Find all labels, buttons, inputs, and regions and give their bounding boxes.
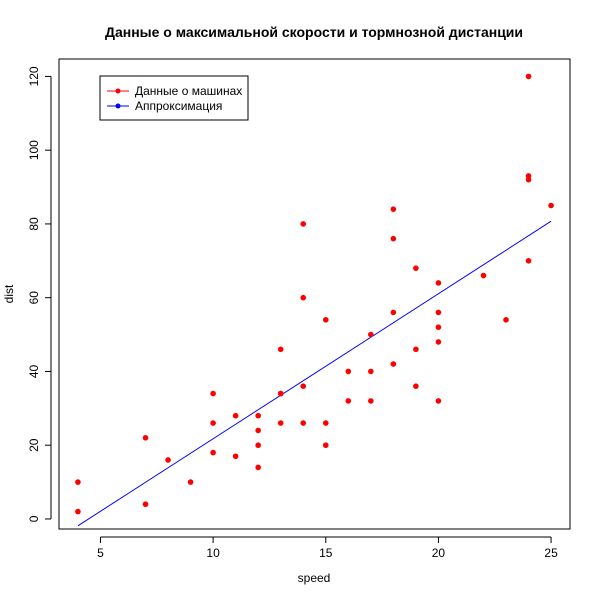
data-point xyxy=(345,398,352,404)
data-point xyxy=(210,449,216,456)
plot-frame xyxy=(58,58,571,530)
y-axis-label: dist xyxy=(2,284,16,303)
data-point xyxy=(525,258,532,264)
data-point xyxy=(390,235,397,242)
data-point xyxy=(435,339,442,345)
x-tick-label: 20 xyxy=(432,546,446,560)
data-point xyxy=(210,420,216,426)
data-point xyxy=(300,420,307,426)
x-tick-label: 25 xyxy=(544,546,558,560)
data-point xyxy=(142,501,149,508)
data-point xyxy=(232,412,239,419)
data-point xyxy=(232,453,239,460)
data-point xyxy=(368,398,374,404)
x-axis-label: speed xyxy=(298,571,331,585)
data-point xyxy=(368,368,374,375)
x-tick-label: 15 xyxy=(319,546,333,560)
data-point xyxy=(413,265,419,271)
data-point xyxy=(435,309,442,316)
legend-marker xyxy=(115,103,121,109)
data-point xyxy=(390,206,397,212)
y-tick-label: 20 xyxy=(27,438,41,452)
data-point xyxy=(277,346,284,353)
data-point xyxy=(435,324,442,330)
data-point xyxy=(75,508,81,515)
data-point xyxy=(210,390,216,397)
legend-label: Данные о машинах xyxy=(135,84,242,98)
data-point xyxy=(255,464,261,471)
data-point xyxy=(300,294,307,301)
data-point xyxy=(548,202,554,209)
data-point xyxy=(187,479,194,485)
data-point xyxy=(255,427,261,434)
data-point xyxy=(413,383,419,390)
data-point xyxy=(75,479,81,485)
y-axis: 0 20 40 60 80 100 120 xyxy=(27,66,52,522)
fit-line xyxy=(77,220,552,527)
data-point xyxy=(345,368,352,375)
data-point xyxy=(165,457,171,463)
legend-label: Аппроксимация xyxy=(135,99,222,113)
data-point xyxy=(368,331,374,338)
data-point xyxy=(300,221,307,227)
data-point xyxy=(525,173,532,179)
data-point xyxy=(435,398,442,404)
legend-marker xyxy=(115,88,121,94)
data-point xyxy=(322,442,329,449)
data-point xyxy=(277,420,284,426)
data-point xyxy=(503,317,509,323)
data-point xyxy=(322,420,329,426)
y-tick-label: 120 xyxy=(27,66,41,86)
y-tick-label: 80 xyxy=(27,217,41,231)
data-point xyxy=(413,346,419,353)
y-tick-label: 0 xyxy=(27,515,41,522)
chart-title: Данные о максимальной скорости и тормноз… xyxy=(105,24,523,40)
legend-box xyxy=(99,75,249,121)
data-point xyxy=(435,280,442,286)
y-tick-label: 60 xyxy=(27,291,41,305)
data-point xyxy=(390,309,397,316)
x-tick-label: 10 xyxy=(206,546,220,560)
y-tick-label: 40 xyxy=(27,364,41,378)
data-point xyxy=(525,73,532,80)
data-point xyxy=(322,317,329,323)
data-point xyxy=(277,390,284,397)
x-axis: 5 10 15 20 25 xyxy=(97,536,558,560)
data-point xyxy=(480,272,487,279)
data-point xyxy=(142,435,149,441)
y-tick-label: 100 xyxy=(27,140,41,160)
x-tick-label: 5 xyxy=(97,546,104,560)
data-point xyxy=(255,412,261,419)
series-layer xyxy=(75,73,554,527)
data-point xyxy=(390,361,397,367)
data-point xyxy=(300,383,307,390)
data-point xyxy=(255,442,261,449)
